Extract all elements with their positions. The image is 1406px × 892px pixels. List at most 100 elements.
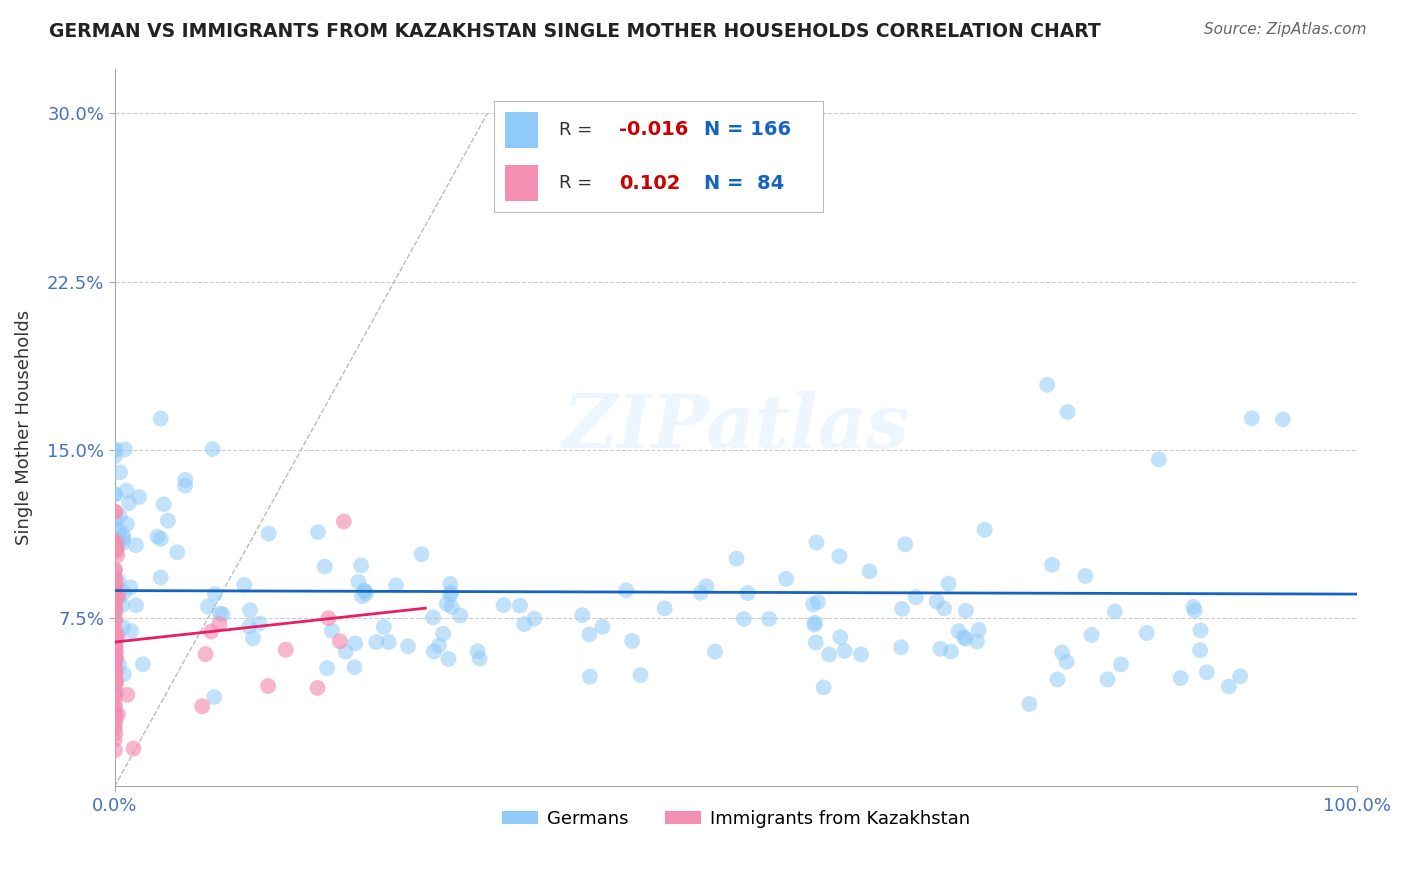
Point — [105, 590, 128, 604]
Point — [104, 665, 127, 679]
Point — [149, 570, 172, 584]
Point — [834, 644, 856, 658]
Point — [208, 616, 231, 631]
Legend: Germans, Immigrants from Kazakhstan: Germans, Immigrants from Kazakhstan — [495, 803, 977, 835]
Point — [104, 577, 127, 591]
Point — [104, 581, 127, 595]
Point — [239, 603, 262, 617]
Point — [366, 635, 388, 649]
Point — [329, 634, 352, 648]
Point — [423, 644, 446, 658]
Point — [104, 655, 127, 669]
Point — [191, 699, 214, 714]
Point — [257, 526, 280, 541]
Point — [591, 620, 613, 634]
Point — [704, 645, 727, 659]
Point — [104, 505, 127, 519]
Point — [1074, 569, 1097, 583]
Point — [973, 523, 995, 537]
Point — [156, 514, 179, 528]
Text: ZIPatlas: ZIPatlas — [562, 392, 910, 464]
Point — [350, 589, 373, 603]
Point — [120, 581, 142, 595]
Point — [105, 685, 128, 699]
Point — [104, 579, 127, 593]
Point — [108, 657, 131, 672]
Point — [818, 648, 841, 662]
Point — [125, 599, 148, 613]
Point — [955, 604, 977, 618]
Point — [108, 509, 131, 524]
Point — [104, 677, 127, 691]
Point — [775, 572, 797, 586]
Point — [104, 631, 127, 645]
Point — [105, 629, 128, 643]
Point — [1189, 643, 1212, 657]
Point — [939, 644, 962, 658]
Point — [104, 449, 127, 463]
Point — [967, 623, 990, 637]
Point — [115, 483, 138, 498]
Point — [321, 624, 343, 638]
Point — [803, 617, 825, 632]
Point — [233, 578, 256, 592]
Point — [439, 587, 461, 601]
Point — [335, 645, 357, 659]
Point — [938, 576, 960, 591]
Point — [422, 610, 444, 624]
Point — [104, 536, 127, 550]
Point — [104, 709, 127, 723]
Point — [411, 547, 433, 561]
Point — [396, 639, 419, 653]
Point — [104, 487, 127, 501]
Point — [104, 664, 127, 678]
Point — [737, 586, 759, 600]
Point — [1056, 405, 1078, 419]
Point — [344, 636, 367, 650]
Point — [1184, 603, 1206, 617]
Point — [813, 681, 835, 695]
Point — [201, 442, 224, 456]
Point — [104, 666, 127, 681]
Point — [104, 505, 127, 519]
Point — [1218, 680, 1240, 694]
Point — [115, 516, 138, 531]
Point — [621, 634, 644, 648]
Point — [104, 487, 127, 501]
Point — [108, 523, 131, 537]
Point — [354, 586, 377, 600]
Point — [104, 624, 127, 638]
Point — [166, 545, 188, 559]
Point — [689, 586, 711, 600]
Point — [105, 543, 128, 558]
Point — [104, 533, 127, 548]
Point — [1104, 605, 1126, 619]
Point — [104, 649, 127, 664]
Point — [257, 679, 280, 693]
Point — [105, 541, 128, 555]
Point — [112, 585, 135, 599]
Point — [758, 612, 780, 626]
Point — [830, 630, 852, 644]
Point — [197, 599, 219, 614]
Point — [1189, 624, 1212, 638]
Point — [104, 614, 127, 628]
Point — [427, 639, 450, 653]
Point — [104, 665, 127, 680]
Point — [107, 574, 129, 589]
Point — [111, 536, 134, 550]
Point — [347, 574, 370, 589]
Point — [149, 532, 172, 546]
Point — [104, 655, 127, 669]
Point — [1136, 626, 1159, 640]
Point — [492, 598, 515, 612]
Point — [149, 411, 172, 425]
Point — [104, 570, 127, 584]
Point — [104, 665, 127, 679]
Point — [117, 688, 139, 702]
Point — [104, 638, 127, 652]
Point — [1170, 671, 1192, 685]
Point — [377, 635, 399, 649]
Point — [316, 661, 339, 675]
Point — [108, 534, 131, 549]
